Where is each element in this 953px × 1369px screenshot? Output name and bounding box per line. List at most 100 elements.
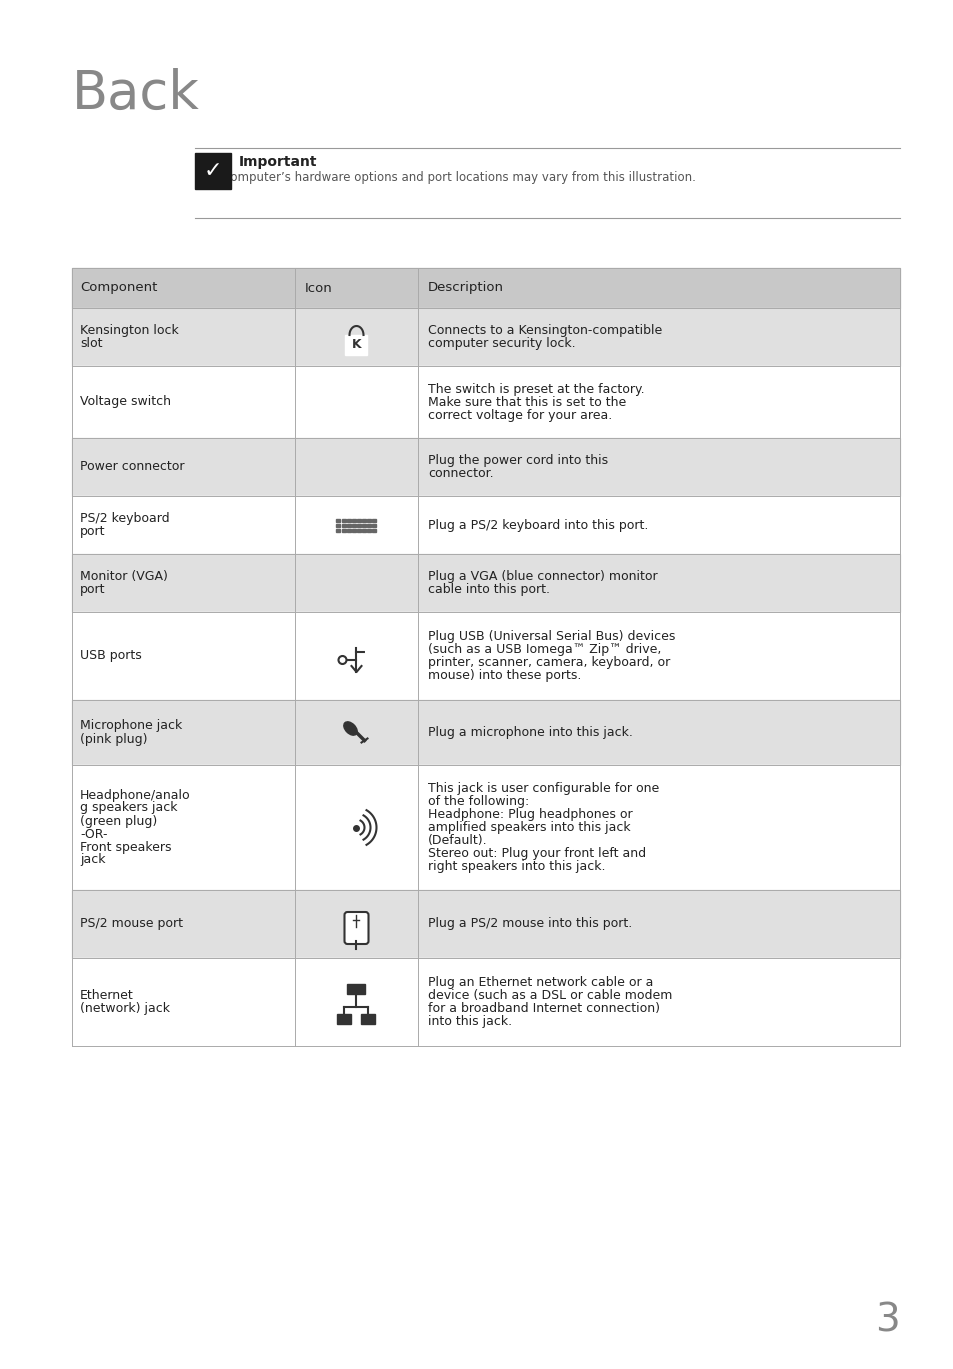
Text: (pink plug): (pink plug) (80, 732, 148, 746)
Bar (341, 523, 345, 527)
Bar (367, 528, 371, 531)
Text: computer security lock.: computer security lock. (428, 337, 575, 350)
Bar (372, 528, 376, 531)
Text: Ethernet: Ethernet (80, 988, 133, 1002)
Text: Plug the power cord into this: Plug the power cord into this (428, 455, 607, 467)
Text: Plug USB (Universal Serial Bus) devices: Plug USB (Universal Serial Bus) devices (428, 630, 675, 643)
Bar (336, 528, 340, 531)
Text: Plug a PS/2 mouse into this port.: Plug a PS/2 mouse into this port. (428, 917, 632, 931)
Bar (71, 268, 899, 308)
Text: Plug a VGA (blue connector) monitor: Plug a VGA (blue connector) monitor (428, 570, 657, 583)
Circle shape (338, 656, 346, 664)
Text: Description: Description (428, 282, 503, 294)
Text: ✓: ✓ (204, 162, 222, 181)
Text: The switch is preset at the factory.: The switch is preset at the factory. (428, 382, 644, 396)
Bar (352, 528, 355, 531)
Bar (341, 528, 345, 531)
Text: USB ports: USB ports (80, 649, 142, 663)
Text: Front speakers: Front speakers (80, 841, 172, 853)
Text: amplified speakers into this jack: amplified speakers into this jack (428, 821, 630, 834)
Text: for a broadband Internet connection): for a broadband Internet connection) (428, 1002, 659, 1014)
Bar (337, 1014, 351, 1024)
Bar (372, 519, 376, 522)
Bar (362, 528, 366, 531)
Bar (362, 523, 366, 527)
Bar (347, 984, 365, 994)
Text: Power connector: Power connector (80, 460, 184, 474)
Bar (362, 519, 366, 522)
Text: 3: 3 (874, 1302, 899, 1340)
Bar (341, 519, 345, 522)
Bar (71, 366, 899, 438)
Text: -OR-: -OR- (80, 827, 108, 841)
Text: g speakers jack: g speakers jack (80, 801, 177, 815)
Ellipse shape (343, 721, 356, 735)
Text: into this jack.: into this jack. (428, 1014, 512, 1028)
Text: right speakers into this jack.: right speakers into this jack. (428, 860, 605, 873)
Bar (347, 519, 351, 522)
Text: Headphone: Plug headphones or: Headphone: Plug headphones or (428, 808, 632, 821)
Bar (194, 153, 231, 189)
Text: PS/2 keyboard: PS/2 keyboard (80, 512, 170, 524)
Text: Back: Back (71, 68, 200, 120)
Text: (such as a USB Iomega™ Zip™ drive,: (such as a USB Iomega™ Zip™ drive, (428, 643, 660, 656)
Bar (336, 519, 340, 522)
Text: Component: Component (80, 282, 157, 294)
Bar (334, 515, 379, 535)
Text: Your computer’s hardware options and port locations may vary from this illustrat: Your computer’s hardware options and por… (194, 171, 695, 183)
Bar (71, 496, 899, 554)
Text: cable into this port.: cable into this port. (428, 583, 550, 596)
Text: Connects to a Kensington-compatible: Connects to a Kensington-compatible (428, 324, 661, 337)
Bar (71, 890, 899, 958)
Text: Headphone/analo: Headphone/analo (80, 789, 191, 801)
Text: (green plug): (green plug) (80, 815, 157, 827)
Text: port: port (80, 524, 106, 538)
Text: slot: slot (80, 337, 102, 350)
Text: printer, scanner, camera, keyboard, or: printer, scanner, camera, keyboard, or (428, 656, 670, 669)
Bar (71, 554, 899, 612)
Bar (356, 523, 360, 527)
Bar (71, 700, 899, 765)
Text: connector.: connector. (428, 467, 493, 481)
Bar (347, 528, 351, 531)
Bar (71, 958, 899, 1046)
Text: device (such as a DSL or cable modem: device (such as a DSL or cable modem (428, 988, 672, 1002)
Text: (network) jack: (network) jack (80, 1002, 170, 1014)
Text: mouse) into these ports.: mouse) into these ports. (428, 669, 580, 682)
Bar (352, 523, 355, 527)
Text: Kensington lock: Kensington lock (80, 324, 178, 337)
Text: Plug an Ethernet network cable or a: Plug an Ethernet network cable or a (428, 976, 653, 988)
Bar (71, 438, 899, 496)
Text: K: K (352, 338, 361, 352)
Text: This jack is user configurable for one: This jack is user configurable for one (428, 782, 659, 795)
Text: (Default).: (Default). (428, 834, 487, 847)
Text: Plug a PS/2 keyboard into this port.: Plug a PS/2 keyboard into this port. (428, 519, 648, 531)
Bar (366, 648, 375, 656)
Text: Stereo out: Plug your front left and: Stereo out: Plug your front left and (428, 847, 645, 860)
FancyBboxPatch shape (344, 912, 368, 945)
Text: PS/2 mouse port: PS/2 mouse port (80, 917, 183, 931)
Bar (345, 335, 367, 355)
Bar (367, 519, 371, 522)
Bar (356, 519, 360, 522)
Text: of the following:: of the following: (428, 795, 529, 808)
Bar (71, 765, 899, 890)
Text: Voltage switch: Voltage switch (80, 396, 171, 408)
Text: Monitor (VGA): Monitor (VGA) (80, 570, 168, 583)
Bar (71, 308, 899, 366)
Bar (352, 519, 355, 522)
Bar (372, 523, 376, 527)
Text: Microphone jack: Microphone jack (80, 720, 182, 732)
Bar (361, 1014, 375, 1024)
Text: Plug a microphone into this jack.: Plug a microphone into this jack. (428, 726, 632, 739)
Text: Make sure that this is set to the: Make sure that this is set to the (428, 396, 625, 408)
Text: Important: Important (239, 155, 317, 168)
Bar (336, 523, 340, 527)
Text: Icon: Icon (305, 282, 333, 294)
Text: correct voltage for your area.: correct voltage for your area. (428, 408, 612, 422)
Bar (71, 612, 899, 700)
Text: jack: jack (80, 853, 106, 867)
Bar (367, 523, 371, 527)
Bar (347, 523, 351, 527)
Bar (356, 528, 360, 531)
